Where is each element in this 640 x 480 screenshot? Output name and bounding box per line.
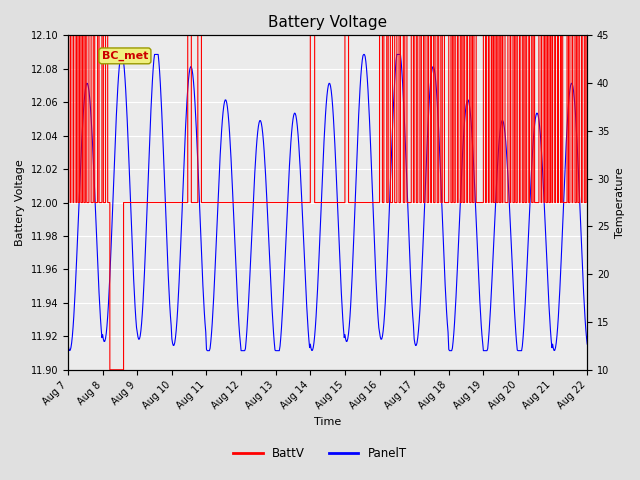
Y-axis label: Battery Voltage: Battery Voltage bbox=[15, 159, 25, 246]
Y-axis label: Temperature: Temperature bbox=[615, 167, 625, 238]
Text: BC_met: BC_met bbox=[102, 51, 148, 61]
Title: Battery Voltage: Battery Voltage bbox=[268, 15, 387, 30]
Legend: BattV, PanelT: BattV, PanelT bbox=[228, 442, 412, 465]
X-axis label: Time: Time bbox=[314, 417, 341, 427]
